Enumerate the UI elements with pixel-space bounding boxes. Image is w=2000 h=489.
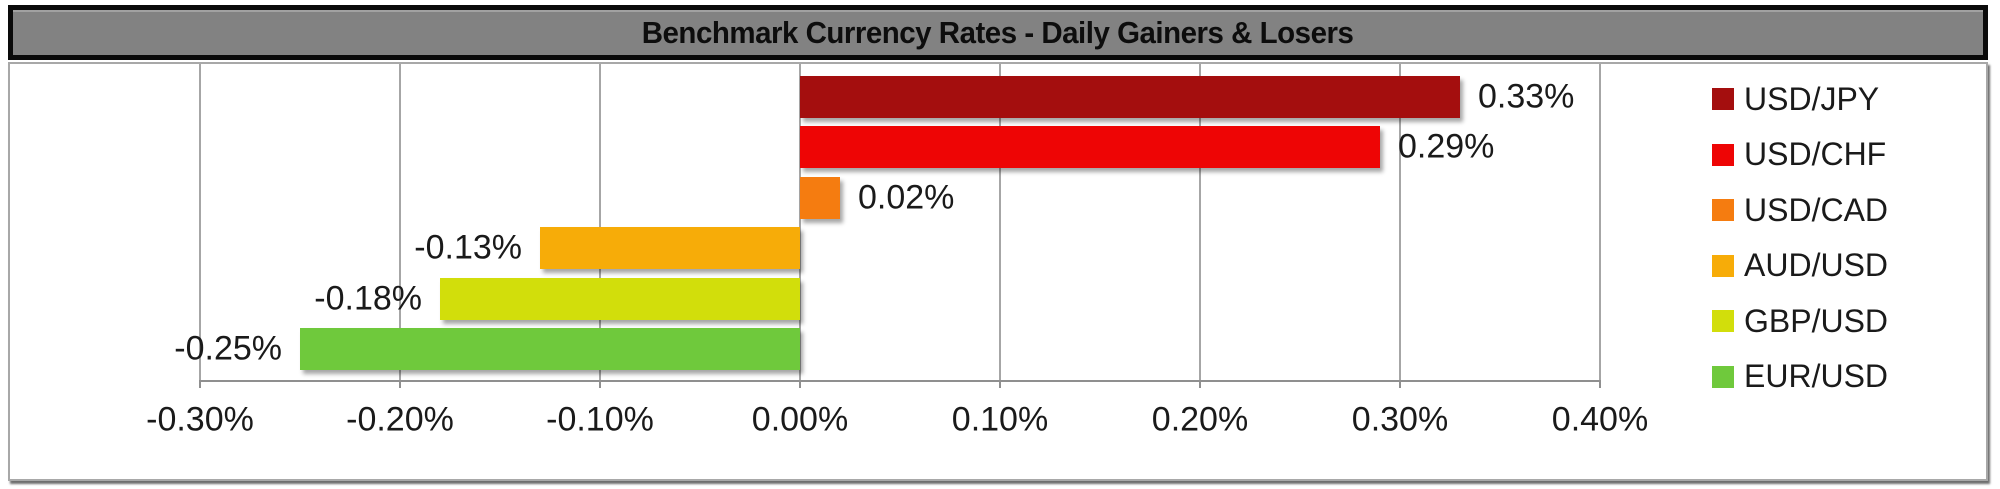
x-tick-label: 0.40% [1551, 400, 1649, 439]
legend-item-usd-jpy[interactable]: USD/JPY [1712, 80, 1879, 118]
legend-item-usd-chf[interactable]: USD/CHF [1712, 136, 1886, 174]
x-tick-label: -0.20% [346, 400, 454, 439]
axis-tick [199, 380, 201, 388]
legend-label: EUR/USD [1744, 358, 1889, 394]
axis-tick [799, 380, 801, 388]
legend-swatch [1712, 310, 1734, 332]
legend-swatch [1712, 143, 1734, 166]
x-tick-label: 0.20% [1151, 400, 1249, 439]
legend-label: USD/CHF [1744, 136, 1887, 172]
bar-value-label: -0.18% [314, 279, 422, 318]
axis-tick [999, 380, 1001, 388]
legend-swatch [1712, 365, 1734, 388]
gridline [1199, 64, 1201, 380]
gridline [1399, 64, 1401, 380]
gridline [999, 64, 1001, 380]
bar-usd-jpy[interactable] [800, 76, 1460, 118]
gridline [199, 64, 201, 380]
legend-label: USD/CAD [1744, 191, 1889, 228]
x-tick-label: 0.30% [1351, 400, 1449, 439]
x-tick-label: -0.30% [146, 400, 254, 439]
legend-item-aud-usd[interactable]: AUD/USD [1712, 247, 1888, 285]
legend-item-gbp-usd[interactable]: GBP/USD [1712, 302, 1888, 340]
bar-gbp-usd[interactable] [440, 277, 800, 320]
gridline [1599, 64, 1601, 380]
gridline [399, 64, 401, 380]
x-tick-label: 0.00% [751, 400, 849, 439]
gridline [799, 64, 801, 380]
x-axis-line [199, 380, 1601, 382]
chart-title: Benchmark Currency Rates - Daily Gainers… [642, 14, 1354, 50]
axis-tick [599, 380, 601, 388]
gridline [599, 64, 601, 380]
bar-usd-chf[interactable] [800, 126, 1380, 169]
legend-label: USD/JPY [1744, 80, 1880, 117]
axis-tick [1199, 380, 1201, 388]
bar-value-label: 0.02% [858, 178, 955, 217]
axis-tick [399, 380, 401, 388]
bar-value-label: -0.13% [414, 228, 522, 267]
axis-tick [1599, 380, 1601, 388]
legend-label: AUD/USD [1744, 247, 1889, 283]
chart-title-bar: Benchmark Currency Rates - Daily Gainers… [8, 5, 1988, 60]
axis-tick [1399, 380, 1401, 388]
x-tick-label: -0.10% [546, 400, 654, 439]
bar-value-label: 0.29% [1398, 127, 1495, 166]
legend-item-usd-cad[interactable]: USD/CAD [1712, 191, 1888, 229]
bar-aud-usd[interactable] [540, 227, 800, 270]
legend-label: GBP/USD [1744, 302, 1889, 339]
bar-value-label: 0.33% [1478, 77, 1575, 116]
legend-item-eur-usd[interactable]: EUR/USD [1712, 358, 1888, 396]
legend-swatch [1712, 254, 1734, 277]
legend-swatch [1712, 88, 1734, 110]
x-tick-label: 0.10% [951, 400, 1049, 439]
bar-value-label: -0.25% [174, 329, 282, 368]
bar-usd-cad[interactable] [800, 176, 840, 219]
legend-swatch [1712, 199, 1734, 221]
bar-eur-usd[interactable] [300, 328, 800, 370]
